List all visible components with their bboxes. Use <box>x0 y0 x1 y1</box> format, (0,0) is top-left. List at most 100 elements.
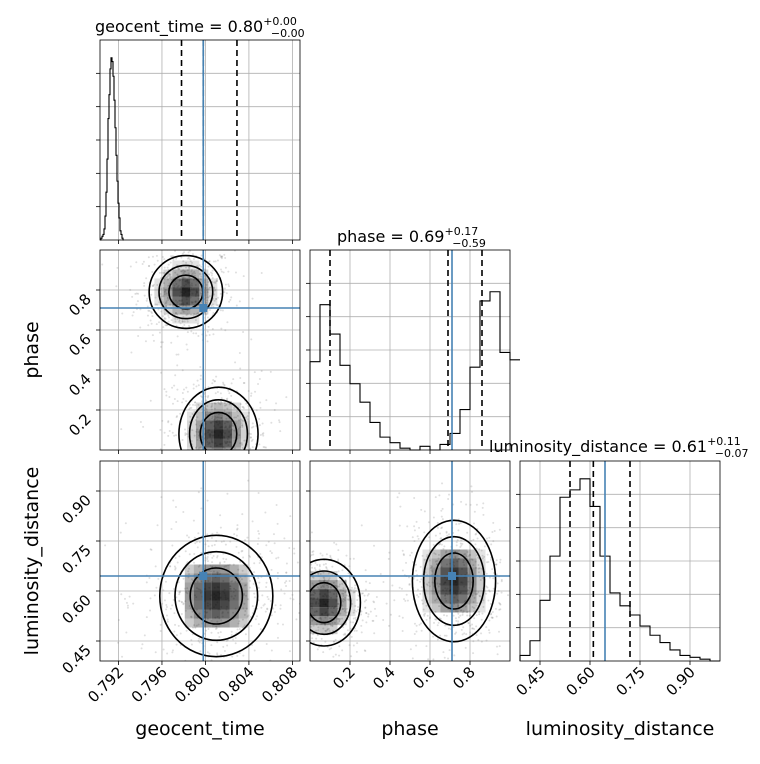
sample-point <box>188 258 191 261</box>
sample-point <box>210 417 213 420</box>
sample-point <box>304 572 306 574</box>
sample-point <box>241 569 244 572</box>
sample-point <box>277 556 280 559</box>
sample-point <box>301 559 303 561</box>
sample-point <box>399 505 402 508</box>
sample-point <box>255 409 258 412</box>
sample-point <box>400 587 403 590</box>
sample-point <box>261 594 264 597</box>
sample-point <box>404 599 407 602</box>
sample-point <box>212 480 214 482</box>
sample-point <box>357 606 360 609</box>
sample-point <box>200 265 203 268</box>
sample-point <box>163 317 166 320</box>
sample-point <box>258 418 261 421</box>
sample-point <box>357 594 360 597</box>
density-cell <box>172 314 182 324</box>
sample-point <box>462 610 465 613</box>
sample-point <box>168 430 171 433</box>
sample-point <box>249 555 252 558</box>
sample-point <box>251 605 254 608</box>
sample-point <box>186 320 189 323</box>
sample-point <box>212 470 214 472</box>
density-cell <box>440 594 450 604</box>
sample-point <box>176 400 179 403</box>
sample-point <box>475 614 478 617</box>
grid <box>100 461 300 661</box>
sample-point <box>190 270 193 273</box>
sample-point <box>253 562 256 565</box>
sample-point <box>481 612 484 615</box>
sample-point <box>421 602 424 605</box>
sample-point <box>311 550 314 553</box>
sample-point <box>285 466 287 468</box>
density-cell <box>184 600 194 610</box>
sample-point <box>445 634 448 637</box>
sample-point <box>286 564 288 566</box>
sample-point <box>373 632 376 635</box>
sample-point <box>215 474 217 476</box>
sample-point <box>466 614 469 617</box>
sample-point <box>480 640 483 643</box>
sample-point <box>439 542 442 545</box>
sample-point <box>342 600 345 603</box>
sample-point <box>160 345 163 348</box>
sample-point <box>214 280 217 283</box>
sample-point <box>218 684 220 686</box>
sample-point <box>193 561 196 564</box>
sample-point <box>214 281 217 284</box>
sample-point <box>261 587 263 589</box>
sample-point <box>249 447 252 450</box>
sample-point <box>195 423 198 426</box>
sample-point <box>311 669 313 671</box>
density-cell <box>220 591 230 601</box>
sample-point <box>162 295 165 298</box>
sample-point <box>203 274 206 277</box>
sample-point <box>304 618 306 620</box>
sample-point <box>168 592 171 595</box>
sample-point <box>178 555 181 558</box>
sample-point <box>369 610 372 613</box>
sample-point <box>174 317 177 320</box>
sample-point <box>226 397 229 400</box>
sample-point <box>423 614 426 617</box>
sample-point <box>421 599 424 602</box>
sample-point <box>162 326 165 329</box>
sample-point <box>206 555 209 558</box>
sample-point <box>401 630 404 633</box>
sample-point <box>245 416 248 419</box>
sample-point <box>174 320 177 323</box>
sample-point <box>491 568 494 571</box>
sample-point <box>465 503 468 506</box>
sample-point <box>120 593 123 596</box>
sample-point <box>225 292 228 295</box>
sample-point <box>239 377 242 380</box>
sample-point <box>181 401 184 404</box>
sample-point <box>149 319 152 322</box>
sample-point <box>307 587 309 589</box>
sample-point <box>233 416 236 419</box>
sample-point <box>199 292 202 295</box>
sample-point <box>279 607 282 610</box>
sample-point <box>491 616 494 619</box>
sample-point <box>167 263 170 266</box>
sample-point <box>185 487 187 489</box>
sample-point <box>213 281 216 284</box>
sample-point <box>469 553 472 556</box>
sample-point <box>257 530 260 533</box>
sample-point <box>160 271 163 274</box>
sample-point <box>387 557 390 560</box>
sample-point <box>264 458 266 460</box>
sample-point <box>337 622 340 625</box>
sample-point <box>192 332 195 335</box>
sample-point <box>228 285 231 288</box>
sample-point <box>258 562 261 565</box>
sample-point <box>497 590 500 593</box>
contour-line <box>174 550 259 642</box>
sample-point <box>367 613 370 616</box>
sample-point <box>212 457 214 459</box>
sample-point <box>194 626 197 629</box>
sample-point <box>481 506 484 509</box>
sample-point <box>482 599 485 602</box>
density-cell <box>181 287 191 297</box>
